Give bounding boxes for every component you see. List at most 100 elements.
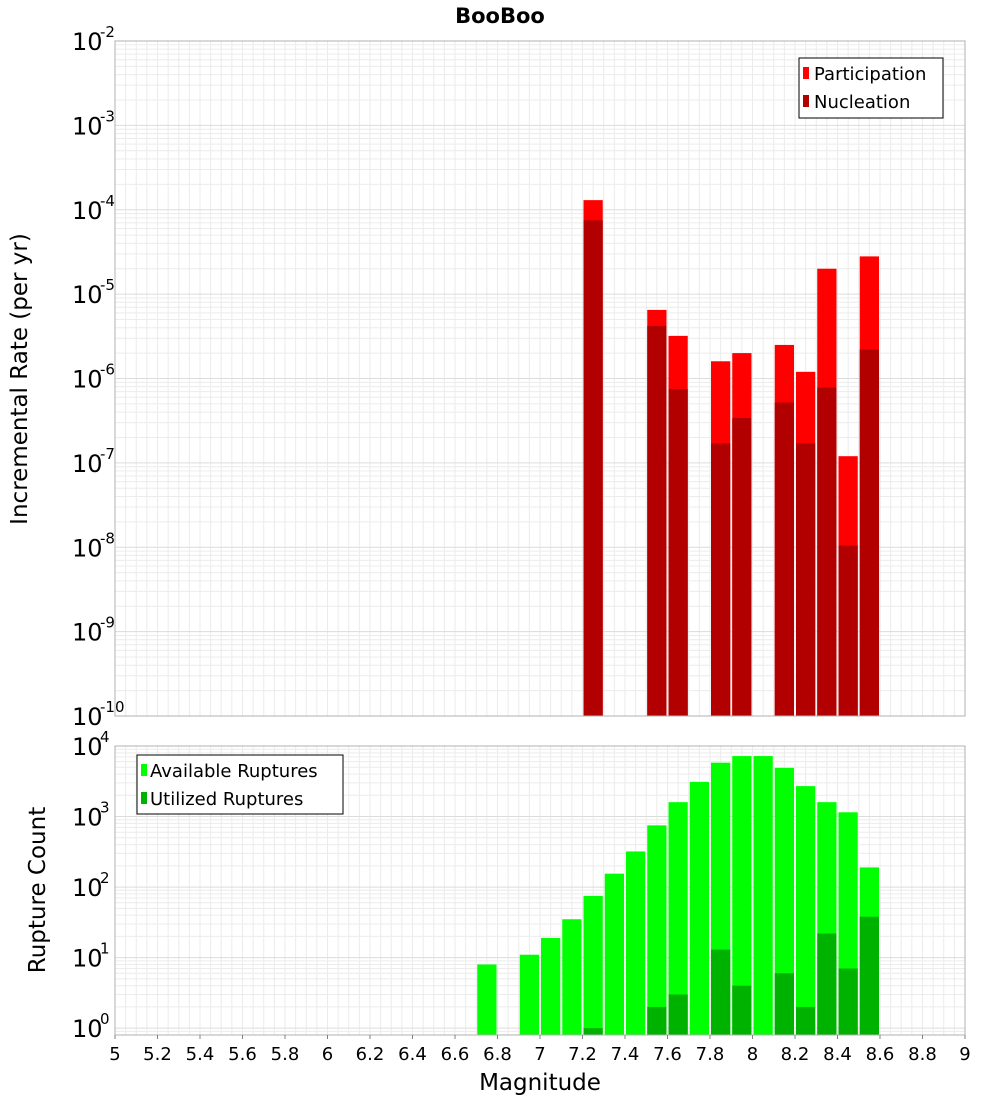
bar-available-ruptures	[477, 964, 497, 1035]
legend-label-available-ruptures: Available Ruptures	[150, 761, 318, 782]
y-tick-exponent: 3	[100, 799, 110, 817]
y-tick-label: 102	[72, 869, 110, 902]
bar-nucleation	[859, 349, 879, 716]
bar-utilized-ruptures	[583, 1028, 603, 1035]
bar-available-ruptures	[732, 756, 752, 1035]
y-tick-exponent: -6	[100, 361, 115, 379]
legend-swatch-nucleation	[803, 95, 809, 107]
x-tick-label: 8.2	[781, 1044, 810, 1065]
bar-nucleation	[583, 220, 603, 717]
bar-utilized-ruptures	[859, 916, 879, 1035]
x-tick-label: 7.4	[611, 1044, 640, 1065]
y-tick-base: 10	[72, 197, 103, 225]
y-tick-base: 10	[72, 366, 103, 394]
bar-nucleation	[711, 443, 731, 716]
y-tick-exponent: -7	[100, 445, 115, 463]
y-tick-exponent: -2	[100, 23, 115, 41]
x-tick-label: 5.4	[186, 1044, 215, 1065]
y-tick-label: 100	[72, 1010, 110, 1043]
bar-available-ruptures	[626, 851, 646, 1035]
y-tick-label: 103	[72, 799, 110, 832]
y-tick-label: 10-5	[72, 276, 115, 309]
bottom-legend-box	[136, 754, 344, 815]
bar-nucleation	[838, 545, 858, 716]
y-tick-base: 10	[72, 112, 103, 140]
bar-available-ruptures	[647, 825, 667, 1035]
y-tick-base: 10	[72, 703, 103, 731]
bar-available-ruptures	[753, 756, 773, 1035]
bottom-y-axis-label: Rupture Count	[25, 807, 51, 973]
y-tick-label: 10-3	[72, 107, 115, 140]
x-tick-label: 5.2	[143, 1044, 172, 1065]
y-tick-exponent: -10	[100, 698, 125, 716]
y-tick-base: 10	[72, 1015, 103, 1043]
y-tick-label: 10-8	[72, 529, 115, 562]
bar-available-ruptures	[562, 919, 582, 1035]
x-tick-label: 5.8	[271, 1044, 300, 1065]
legend-swatch-available-ruptures	[141, 764, 147, 776]
legend-label-utilized-ruptures: Utilized Ruptures	[150, 789, 303, 810]
y-tick-base: 10	[72, 619, 103, 647]
top-grid	[114, 40, 966, 717]
y-tick-label: 104	[72, 728, 110, 761]
y-tick-base: 10	[72, 281, 103, 309]
bar-utilized-ruptures	[732, 985, 752, 1035]
bar-utilized-ruptures	[647, 1006, 667, 1035]
top-legend: Participation Nucleation	[798, 57, 944, 119]
x-tick-label: 8.8	[908, 1044, 937, 1065]
y-tick-exponent: -3	[100, 107, 115, 125]
y-tick-base: 10	[72, 534, 103, 562]
y-tick-base: 10	[72, 450, 103, 478]
bar-available-ruptures	[774, 767, 794, 1035]
y-tick-base: 10	[72, 733, 103, 761]
bar-nucleation	[647, 325, 667, 716]
bar-nucleation	[774, 402, 794, 716]
y-tick-label: 10-7	[72, 445, 115, 478]
legend-swatch-participation	[803, 67, 809, 79]
x-tick-label: 6.4	[398, 1044, 427, 1065]
y-tick-label: 10-4	[72, 192, 115, 225]
bottom-legend: Available Ruptures Utilized Ruptures	[136, 754, 344, 815]
legend-label-participation: Participation	[814, 64, 926, 85]
x-tick-label: 6.2	[356, 1044, 385, 1065]
x-tick-label: 7.2	[568, 1044, 597, 1065]
bar-available-ruptures	[689, 781, 709, 1035]
y-tick-label: 10-2	[72, 23, 115, 56]
bottom-bars	[477, 756, 879, 1035]
y-tick-exponent: 4	[100, 728, 110, 746]
bar-available-ruptures	[583, 895, 603, 1035]
x-tick-label: 5	[109, 1044, 120, 1065]
bar-utilized-ruptures	[817, 933, 837, 1035]
top-y-axis-label: Incremental Rate (per yr)	[7, 233, 33, 525]
bar-utilized-ruptures	[711, 949, 731, 1035]
top-plot-border	[114, 40, 966, 717]
y-tick-exponent: -9	[100, 614, 115, 632]
y-tick-label: 101	[72, 940, 110, 973]
bar-nucleation	[817, 387, 837, 716]
y-tick-label: 10-9	[72, 614, 115, 647]
bar-nucleation	[668, 389, 688, 716]
bar-available-ruptures	[796, 786, 816, 1035]
y-tick-base: 10	[72, 28, 103, 56]
y-tick-exponent: -5	[100, 276, 115, 294]
bar-available-ruptures	[604, 873, 624, 1035]
bar-available-ruptures	[541, 937, 561, 1035]
y-tick-exponent: 1	[100, 940, 110, 958]
y-tick-base: 10	[72, 945, 103, 973]
x-ticks: 5 5.2 5.4 5.6 5.8 6 6.2 6.4 6.6 6.8 7 7.2 7.4 7.6 7.8 8…	[109, 1035, 971, 1065]
x-tick-label: 6.6	[441, 1044, 470, 1065]
bar-utilized-ruptures	[796, 1006, 816, 1035]
y-tick-base: 10	[72, 874, 103, 902]
y-tick-exponent: -8	[100, 529, 115, 547]
bar-nucleation	[796, 443, 816, 716]
bar-utilized-ruptures	[838, 968, 858, 1035]
y-tick-base: 10	[72, 804, 103, 832]
y-tick-exponent: 2	[100, 869, 110, 887]
x-tick-label: 7.8	[696, 1044, 725, 1065]
x-tick-label: 9	[959, 1044, 970, 1065]
